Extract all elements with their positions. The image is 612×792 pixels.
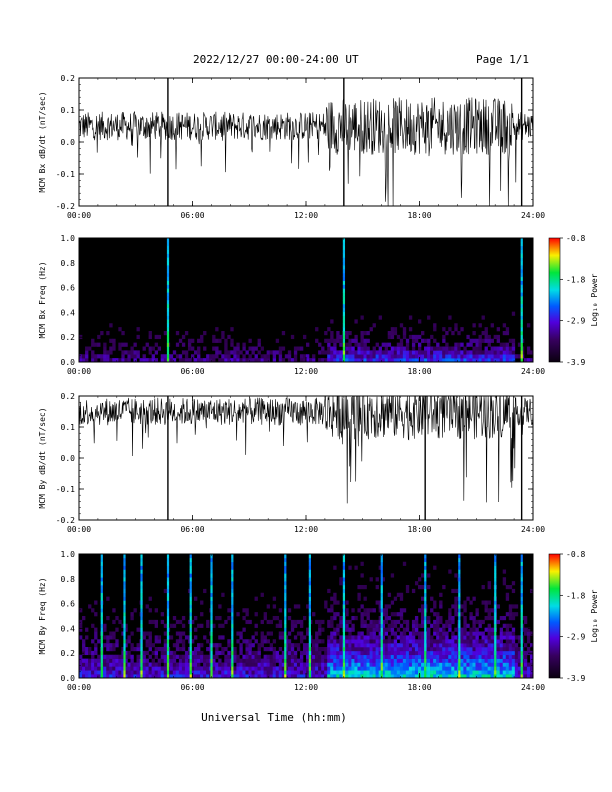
y-tick-label: 0.1 — [61, 423, 76, 432]
y-tick-label: 1.0 — [61, 550, 76, 559]
y-tick-label: 0.4 — [61, 308, 76, 317]
colorbar-tick-label: -3.9 — [566, 358, 585, 367]
y-tick-label: -0.2 — [56, 202, 75, 211]
y-tick-label: -0.1 — [56, 485, 75, 494]
y-tick-label: 1.0 — [61, 234, 76, 243]
x-tick-label: 06:00 — [180, 525, 204, 534]
x-tick-label: 00:00 — [67, 683, 91, 692]
x-tick-label: 12:00 — [294, 683, 318, 692]
colorbar-tick-label: -1.8 — [566, 275, 585, 284]
colorbar-label: Log₁₀ Power — [590, 589, 599, 642]
y-axis-label: MCM Bx dB/dt (nT/sec) — [38, 91, 47, 192]
x-tick-label: 00:00 — [67, 525, 91, 534]
x-axis-label: Universal Time (hh:mm) — [201, 711, 347, 724]
x-tick-label: 12:00 — [294, 211, 318, 220]
colorbar-tick-label: -0.8 — [566, 234, 585, 243]
x-tick-label: 18:00 — [407, 683, 431, 692]
x-tick-label: 06:00 — [180, 367, 204, 376]
panel-3: -0.2 -0.1 0.0 0.1 0.2 00:00 06:00 12:00 18:00 24:… — [38, 392, 545, 534]
x-tick-label: 12:00 — [294, 525, 318, 534]
panel-4: -0.8 -1.8 -2.9 -3.9 Log₁₀ Power 0.0 0.2 0.4 0.6 0… — [38, 550, 599, 692]
x-tick-label: 00:00 — [67, 367, 91, 376]
y-tick-label: 0.8 — [61, 575, 76, 584]
y-tick-label: 0.0 — [61, 454, 76, 463]
colorbar-tick-label: -1.8 — [566, 591, 585, 600]
x-tick-label: 00:00 — [67, 211, 91, 220]
y-tick-label: -0.1 — [56, 170, 75, 179]
y-axis-label: MCM Bx Freq (Hz) — [38, 261, 47, 338]
x-tick-label: 24:00 — [521, 683, 545, 692]
colorbar — [549, 238, 560, 362]
y-tick-label: 0.8 — [61, 259, 76, 268]
x-tick-label: 06:00 — [180, 211, 204, 220]
colorbar-tick-label: -2.9 — [566, 317, 585, 326]
y-tick-label: 0.1 — [61, 106, 76, 115]
x-tick-label: 24:00 — [521, 525, 545, 534]
y-axis-label: MCM By Freq (Hz) — [38, 577, 47, 654]
y-tick-label: 0.0 — [61, 358, 76, 367]
colorbar-label: Log₁₀ Power — [590, 273, 599, 326]
y-tick-label: 0.0 — [61, 138, 76, 147]
panel-2: -0.8 -1.8 -2.9 -3.9 Log₁₀ Power 0.0 0.2 0.4 0.6 0… — [38, 234, 599, 376]
colorbar — [549, 554, 560, 678]
y-tick-label: 0.2 — [61, 74, 76, 83]
colorbar-tick-label: -2.9 — [566, 633, 585, 642]
x-tick-label: 24:00 — [521, 211, 545, 220]
x-tick-label: 18:00 — [407, 367, 431, 376]
x-tick-label: 12:00 — [294, 367, 318, 376]
data-trace — [79, 98, 533, 207]
y-tick-label: 0.2 — [61, 649, 76, 658]
x-tick-label: 18:00 — [407, 525, 431, 534]
y-tick-label: 0.2 — [61, 333, 76, 342]
colorbar-tick-label: -0.8 — [566, 550, 585, 559]
y-tick-label: 0.6 — [61, 600, 76, 609]
x-tick-label: 06:00 — [180, 683, 204, 692]
y-tick-label: 0.2 — [61, 392, 76, 401]
y-tick-label: 0.6 — [61, 284, 76, 293]
y-axis-label: MCM By dB/dt (nT/sec) — [38, 407, 47, 508]
data-trace — [79, 396, 533, 503]
colorbar-tick-label: -3.9 — [566, 674, 585, 683]
y-tick-label: 0.4 — [61, 624, 76, 633]
y-tick-label: -0.2 — [56, 516, 75, 525]
x-tick-label: 24:00 — [521, 367, 545, 376]
x-tick-label: 18:00 — [407, 211, 431, 220]
y-tick-label: 0.0 — [61, 674, 76, 683]
panel-1: -0.2 -0.1 0.0 0.1 0.2 00:00 06:00 12:00 18:00 24:… — [38, 74, 545, 220]
